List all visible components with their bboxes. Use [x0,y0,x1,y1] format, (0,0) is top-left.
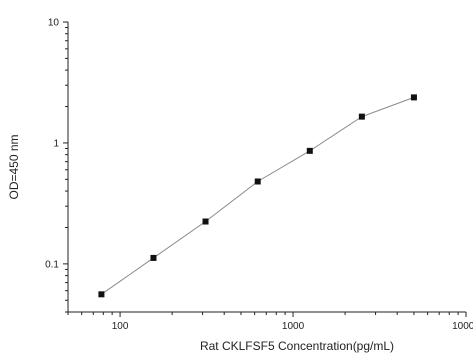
data-point [254,178,261,185]
series-layer [98,94,417,298]
x-tick-label: 1000 [282,321,305,332]
data-point [410,94,417,101]
y-tick-label: 10 [48,18,60,29]
data-point [306,147,313,154]
data-point [202,218,209,225]
data-point [98,291,105,298]
y-axis-title: OD=450 nm [7,134,21,199]
series-line [101,96,415,295]
data-point [358,113,365,120]
x-tick-label: 100 [112,321,129,332]
y-tick-label: 1 [53,138,59,149]
y-tick-label: 0.1 [45,259,59,270]
data-point [150,254,157,261]
x-axis-title: Rat CKLFSF5 Concentration(pg/mL) [200,339,394,353]
